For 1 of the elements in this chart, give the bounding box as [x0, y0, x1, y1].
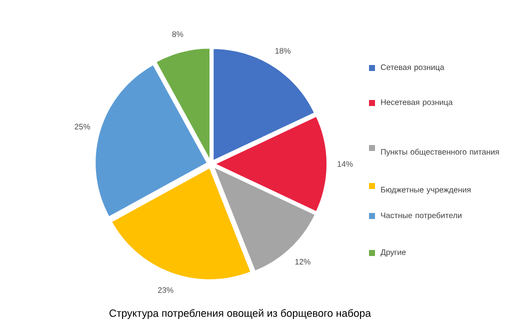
- text: Структура потребления овощей из борщевого набора: [110, 309, 371, 319]
